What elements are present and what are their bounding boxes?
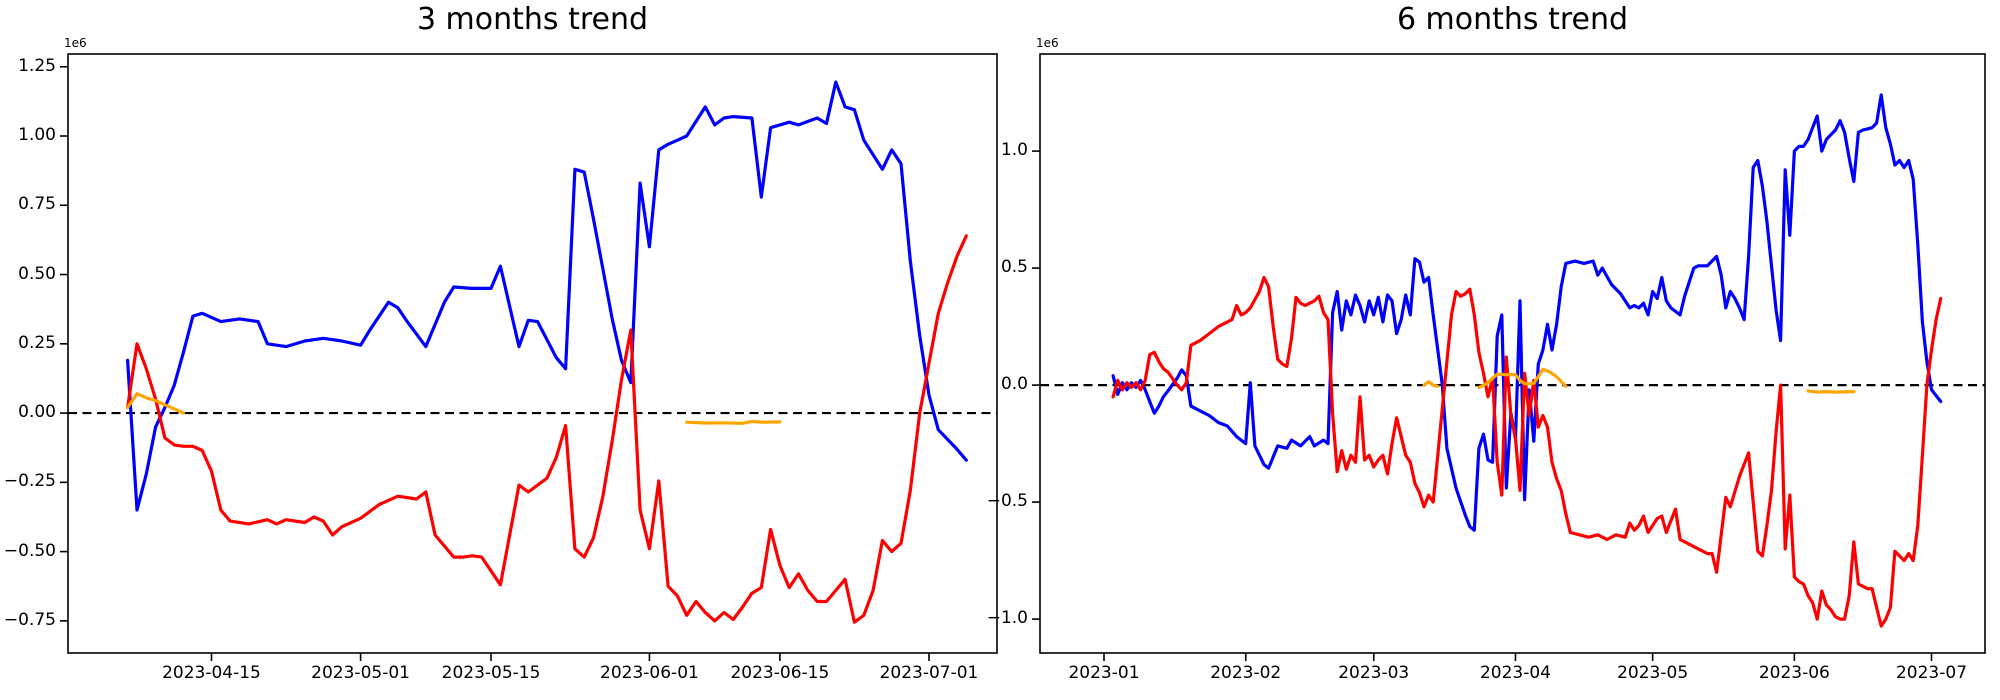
axes-box <box>1039 53 1986 654</box>
series-blue-line <box>1111 93 1943 532</box>
y-tick-label: −0.25 <box>3 471 56 492</box>
x-tick-label: 2023-03 <box>1338 663 1410 683</box>
y-tick-label: 0.50 <box>18 263 56 284</box>
y-tick-label: 1.00 <box>18 125 56 145</box>
series-orange-segment-1 <box>125 392 186 415</box>
y-axis-offset-label-left: 1e6 <box>64 36 87 50</box>
y-tick-label: 0.00 <box>18 402 56 423</box>
y-tick-label: 1.25 <box>18 55 56 76</box>
x-tick-label: 2023-04-15 <box>162 663 261 683</box>
x-tick-label: 2023-06-15 <box>730 663 830 683</box>
x-tick-label: 2023-02 <box>1210 663 1282 683</box>
y-tick-label: −1.0 <box>986 608 1028 629</box>
series-orange-segment-1 <box>1422 380 1440 388</box>
y-tick-label: 1.0 <box>1000 140 1028 161</box>
x-tick-label: 2023-07 <box>1895 663 1968 683</box>
y-tick-label: 0.25 <box>18 332 56 353</box>
x-tick-label: 2023-01 <box>1068 663 1140 683</box>
y-axis-offset-label-right: 1e6 <box>1036 36 1059 50</box>
y-tick-label: −0.5 <box>986 491 1028 512</box>
x-tick-label: 2023-05 <box>1617 663 1689 683</box>
y-tick-label: 0.75 <box>18 194 56 215</box>
x-tick-label: 2023-06 <box>1758 663 1830 683</box>
y-tick-label: −0.75 <box>3 609 56 630</box>
x-tick-label: 2023-04 <box>1479 663 1551 683</box>
series-red-line <box>125 234 968 624</box>
series-orange-segment-3 <box>1806 389 1856 394</box>
x-tick-label: 2023-05-01 <box>311 663 410 683</box>
chart-title-left: 3 months trend <box>416 2 649 37</box>
axes-box <box>67 53 998 654</box>
y-tick-label: 0.5 <box>1000 257 1028 278</box>
x-tick-label: 2023-05-15 <box>441 663 541 683</box>
y-tick-label: −0.50 <box>3 540 56 561</box>
x-tick-label: 2023-07-01 <box>879 663 979 683</box>
series-red-line <box>1111 275 1943 628</box>
series-orange-segment-2 <box>685 419 782 425</box>
chart-title-right: 6 months trend <box>1396 2 1629 37</box>
y-tick-label: 0.0 <box>1000 374 1028 395</box>
series-orange-segment-2 <box>1477 367 1568 389</box>
series-blue-line <box>125 80 968 512</box>
x-tick-label: 2023-06-01 <box>600 663 699 683</box>
